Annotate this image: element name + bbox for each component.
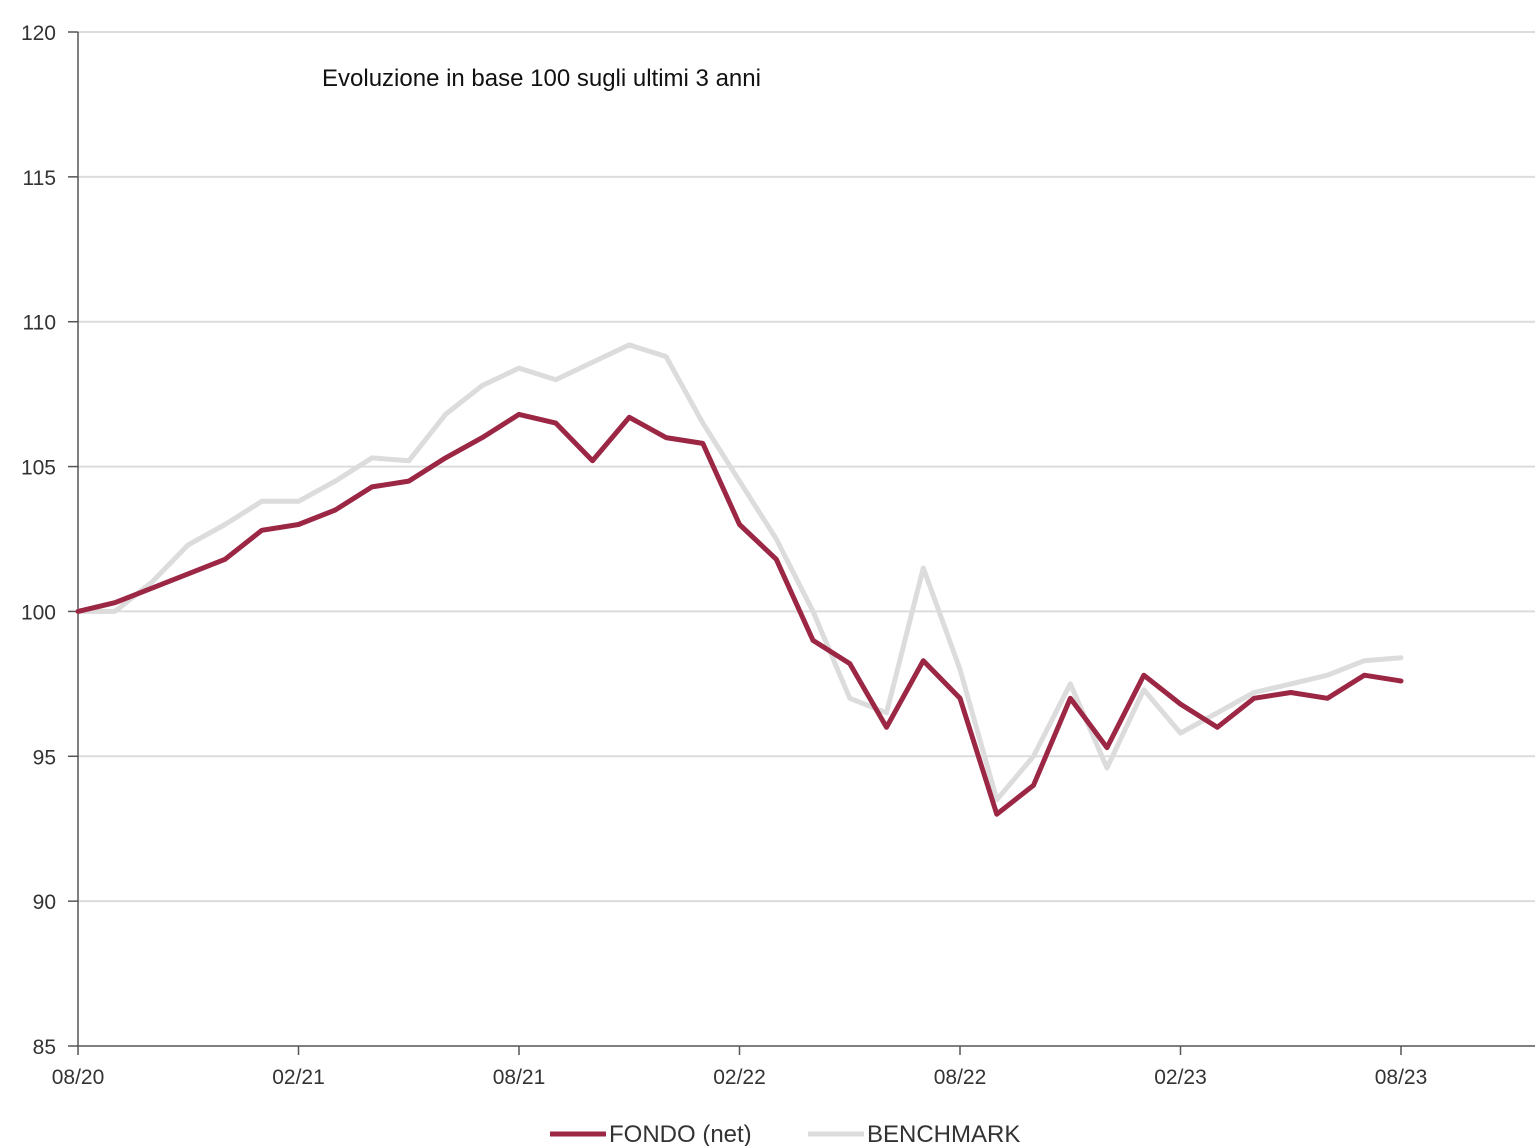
grid-lines bbox=[78, 31, 1535, 903]
x-tick-label: 08/23 bbox=[1375, 1066, 1428, 1089]
y-tick-label: 95 bbox=[33, 746, 56, 769]
series-line-fondo bbox=[75, 411, 1404, 817]
y-tick-label: 100 bbox=[21, 601, 56, 624]
x-tick-label: 08/22 bbox=[934, 1066, 987, 1089]
x-tick-label: 08/20 bbox=[52, 1066, 105, 1089]
y-tick-label: 120 bbox=[21, 22, 56, 45]
y-tick-label: 85 bbox=[33, 1036, 56, 1059]
y-tick-label: 105 bbox=[21, 457, 56, 480]
y-tick-label: 115 bbox=[23, 167, 56, 190]
tick-labels: 85 90 95 100 105 110 115 120 08/20 02/21 08/21 02/2… bbox=[21, 22, 1427, 1089]
x-tick-label: 02/21 bbox=[272, 1066, 325, 1089]
axes bbox=[68, 31, 1535, 1055]
y-tick-label: 110 bbox=[23, 312, 56, 335]
x-tick-label: 08/21 bbox=[493, 1066, 546, 1089]
series-line-benchmark bbox=[75, 342, 1404, 803]
series-lines bbox=[75, 342, 1404, 817]
legend-label-fondo: FONDO (net) bbox=[609, 1121, 752, 1146]
chart-title: Evoluzione in base 100 sugli ultimi 3 an… bbox=[322, 65, 761, 92]
legend-label-benchmark: BENCHMARK bbox=[867, 1121, 1020, 1146]
legend: FONDO (net) BENCHMARK bbox=[550, 1121, 1020, 1146]
y-tick-label: 90 bbox=[33, 891, 56, 914]
x-tick-label: 02/22 bbox=[713, 1066, 766, 1089]
x-tick-label: 02/23 bbox=[1154, 1066, 1207, 1089]
